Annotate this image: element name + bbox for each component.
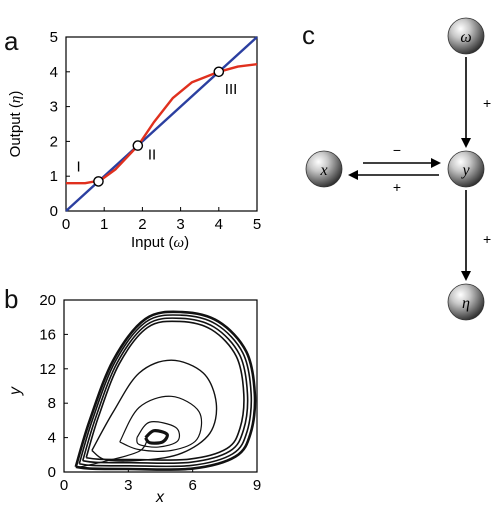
trajectory-curve: [136, 421, 181, 448]
node-omega-label: ω: [460, 29, 471, 46]
panel-a-ytick-label: 5: [50, 29, 58, 46]
panel-b-ytick-label: 8: [48, 395, 56, 412]
sign-y-to-x: +: [393, 179, 401, 195]
sign-omega-to-y: +: [483, 95, 491, 111]
fixed-point-marker: [93, 176, 104, 187]
panel-label-c: c: [302, 20, 315, 50]
fixed-point-marker: [213, 66, 225, 78]
panel-b-ytick-label: 4: [48, 430, 56, 447]
panel-c-network-diagram: ω x y η + − + +: [305, 17, 491, 321]
panel-a-xtick-label: 3: [176, 216, 184, 233]
sign-y-to-eta: +: [483, 231, 491, 247]
node-eta-label: η: [462, 295, 470, 312]
fixed-point-label: III: [225, 81, 238, 98]
panel-label-a: a: [4, 26, 19, 56]
trajectory-curve: [144, 429, 169, 445]
trajectory-curve: [78, 314, 253, 468]
panel-label-b: b: [4, 284, 19, 314]
panel-a-xlabel: Input (ω): [131, 234, 189, 251]
node-x: x: [305, 150, 343, 188]
panel-b-xlabel: x: [155, 489, 165, 506]
panel-a-ytick-label: 2: [50, 133, 58, 150]
panel-b-xtick-label: 3: [124, 477, 132, 494]
fixed-point-marker: [132, 140, 144, 151]
panel-a-xtick-label: 1: [100, 216, 108, 233]
panel-a-xtick-label: 4: [215, 216, 223, 233]
sign-x-to-y: −: [393, 142, 401, 158]
panel-b-xtick-label: 0: [60, 477, 68, 494]
fixed-point-label: II: [148, 147, 156, 164]
panel-b-chart: 0 3 6 9 0 4 8 12 16 20 x y: [7, 292, 261, 506]
panel-a-ytick-label: 4: [50, 64, 58, 81]
fixed-point-label: I: [76, 158, 80, 175]
node-x-label: x: [319, 162, 327, 179]
panel-a-ytick-label: 3: [50, 99, 58, 116]
trajectory-curve: [74, 310, 257, 471]
panel-b-ytick-label: 0: [48, 464, 56, 481]
panel-b-ytick-label: 20: [39, 292, 56, 309]
panel-a-ylabel: Output (η): [7, 91, 24, 158]
panel-b-xtick-label: 9: [253, 477, 261, 494]
panel-a-ticks: 0 1 2 3 4 5 0 1 2 3 4 5: [50, 29, 262, 233]
node-y: y: [447, 150, 485, 188]
panel-b-ticks: 0 3 6 9 0 4 8 12 16 20: [39, 292, 261, 494]
panel-b-xtick-label: 6: [188, 477, 196, 494]
node-eta: η: [447, 283, 485, 321]
panel-a-frame: [65, 36, 258, 212]
panel-b-ylabel: y: [7, 386, 24, 396]
panel-a-xtick-label: 5: [253, 216, 261, 233]
panel-a-xtick-label: 0: [62, 216, 70, 233]
panel-b-plot-area: [74, 310, 257, 471]
trajectory-curve: [81, 317, 249, 465]
panel-b-ytick-label: 16: [39, 326, 56, 343]
node-y-label: y: [460, 162, 470, 179]
trajectory-curve: [91, 359, 218, 462]
panel-b-ytick-label: 12: [39, 361, 56, 378]
panel-a-xtick-label: 2: [138, 216, 146, 233]
panel-a-ytick-label: 1: [50, 168, 58, 185]
node-omega: ω: [447, 17, 485, 55]
panel-b-frame: [63, 299, 258, 473]
panel-a-ytick-label: 0: [50, 203, 58, 220]
trajectory-curve: [85, 320, 245, 461]
